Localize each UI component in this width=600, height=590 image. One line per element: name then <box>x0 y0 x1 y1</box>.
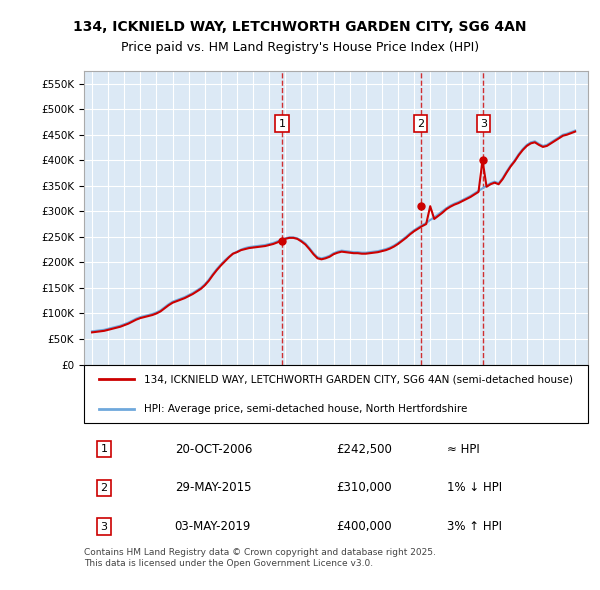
Text: 2: 2 <box>101 483 108 493</box>
Text: 03-MAY-2019: 03-MAY-2019 <box>175 520 251 533</box>
Text: 1: 1 <box>101 444 107 454</box>
Text: £400,000: £400,000 <box>336 520 392 533</box>
Text: 3: 3 <box>101 522 107 532</box>
FancyBboxPatch shape <box>84 365 588 423</box>
Text: 3: 3 <box>480 119 487 129</box>
Text: 20-OCT-2006: 20-OCT-2006 <box>175 442 252 455</box>
Text: 1% ↓ HPI: 1% ↓ HPI <box>447 481 502 494</box>
Text: 3% ↑ HPI: 3% ↑ HPI <box>447 520 502 533</box>
Text: HPI: Average price, semi-detached house, North Hertfordshire: HPI: Average price, semi-detached house,… <box>145 404 468 414</box>
Text: £242,500: £242,500 <box>336 442 392 455</box>
Text: Price paid vs. HM Land Registry's House Price Index (HPI): Price paid vs. HM Land Registry's House … <box>121 41 479 54</box>
Text: 29-MAY-2015: 29-MAY-2015 <box>175 481 251 494</box>
Text: Contains HM Land Registry data © Crown copyright and database right 2025.
This d: Contains HM Land Registry data © Crown c… <box>84 548 436 568</box>
Text: 134, ICKNIELD WAY, LETCHWORTH GARDEN CITY, SG6 4AN: 134, ICKNIELD WAY, LETCHWORTH GARDEN CIT… <box>73 19 527 34</box>
Text: 1: 1 <box>278 119 286 129</box>
Text: 2: 2 <box>417 119 424 129</box>
Text: £310,000: £310,000 <box>336 481 392 494</box>
Text: 134, ICKNIELD WAY, LETCHWORTH GARDEN CITY, SG6 4AN (semi-detached house): 134, ICKNIELD WAY, LETCHWORTH GARDEN CIT… <box>145 374 574 384</box>
Text: ≈ HPI: ≈ HPI <box>447 442 479 455</box>
